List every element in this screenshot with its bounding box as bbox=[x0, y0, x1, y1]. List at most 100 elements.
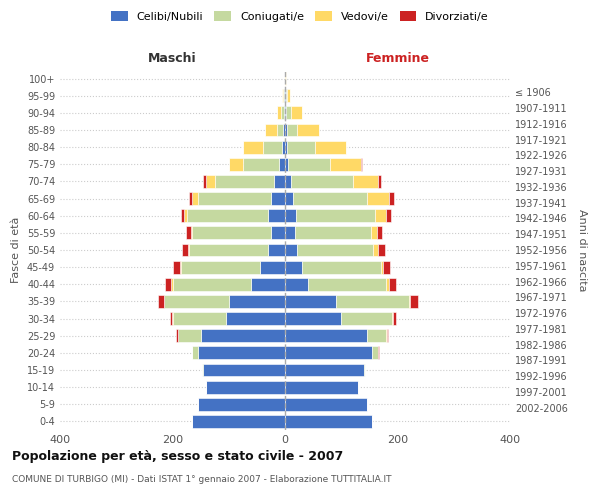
Bar bbox=[285, 278, 308, 290]
Bar bbox=[285, 398, 367, 410]
Bar bbox=[290, 175, 353, 188]
Bar bbox=[285, 260, 302, 274]
Bar bbox=[377, 226, 382, 239]
Bar bbox=[389, 278, 397, 290]
Bar bbox=[285, 380, 358, 394]
Bar bbox=[206, 380, 285, 394]
Bar bbox=[281, 106, 284, 120]
Bar bbox=[215, 175, 274, 188]
Bar bbox=[371, 226, 377, 239]
Legend: Celibi/Nubili, Coniugati/e, Vedovi/e, Divorziati/e: Celibi/Nubili, Coniugati/e, Vedovi/e, Di… bbox=[106, 6, 494, 28]
Bar bbox=[271, 226, 285, 239]
Bar bbox=[190, 244, 268, 256]
Bar bbox=[170, 312, 172, 325]
Bar bbox=[285, 364, 364, 376]
Bar bbox=[378, 175, 380, 188]
Bar bbox=[285, 330, 367, 342]
Bar bbox=[173, 278, 251, 290]
Bar bbox=[277, 124, 283, 136]
Bar bbox=[203, 364, 285, 376]
Bar bbox=[380, 260, 383, 274]
Bar bbox=[271, 192, 285, 205]
Bar bbox=[192, 415, 285, 428]
Text: Maschi: Maschi bbox=[148, 52, 197, 65]
Bar bbox=[389, 192, 394, 205]
Bar bbox=[364, 364, 365, 376]
Bar bbox=[361, 158, 362, 170]
Bar bbox=[285, 210, 296, 222]
Bar bbox=[173, 260, 180, 274]
Bar bbox=[285, 140, 287, 153]
Bar bbox=[164, 295, 229, 308]
Bar bbox=[295, 226, 371, 239]
Bar bbox=[296, 210, 375, 222]
Bar bbox=[387, 330, 388, 342]
Bar bbox=[263, 140, 282, 153]
Bar bbox=[192, 192, 198, 205]
Bar bbox=[393, 312, 396, 325]
Bar bbox=[277, 106, 281, 120]
Bar bbox=[285, 175, 290, 188]
Bar bbox=[287, 90, 290, 102]
Bar bbox=[178, 330, 200, 342]
Bar bbox=[226, 312, 285, 325]
Text: Femmine: Femmine bbox=[365, 52, 430, 65]
Bar bbox=[200, 330, 285, 342]
Bar bbox=[243, 140, 263, 153]
Bar bbox=[176, 330, 178, 342]
Bar bbox=[181, 210, 184, 222]
Bar bbox=[285, 295, 335, 308]
Bar bbox=[353, 175, 378, 188]
Bar bbox=[287, 124, 297, 136]
Bar bbox=[280, 158, 285, 170]
Bar bbox=[285, 106, 286, 120]
Bar bbox=[243, 158, 280, 170]
Bar bbox=[287, 140, 315, 153]
Bar bbox=[410, 295, 418, 308]
Bar bbox=[386, 210, 391, 222]
Bar bbox=[288, 158, 330, 170]
Bar bbox=[386, 278, 389, 290]
Bar bbox=[190, 192, 192, 205]
Bar bbox=[192, 346, 198, 360]
Bar bbox=[285, 226, 295, 239]
Bar bbox=[203, 175, 206, 188]
Bar bbox=[268, 210, 285, 222]
Bar bbox=[372, 346, 378, 360]
Bar bbox=[378, 244, 385, 256]
Bar bbox=[192, 226, 271, 239]
Bar bbox=[173, 312, 226, 325]
Bar bbox=[172, 278, 173, 290]
Bar bbox=[281, 90, 283, 102]
Bar bbox=[282, 140, 285, 153]
Bar bbox=[285, 244, 298, 256]
Bar bbox=[188, 244, 190, 256]
Bar bbox=[198, 192, 271, 205]
Bar bbox=[285, 346, 372, 360]
Text: Popolazione per età, sesso e stato civile - 2007: Popolazione per età, sesso e stato civil… bbox=[12, 450, 343, 463]
Bar bbox=[297, 124, 319, 136]
Bar bbox=[383, 260, 390, 274]
Bar bbox=[293, 192, 367, 205]
Bar bbox=[182, 244, 188, 256]
Bar bbox=[285, 192, 293, 205]
Bar bbox=[198, 346, 285, 360]
Bar bbox=[251, 278, 285, 290]
Bar bbox=[341, 312, 392, 325]
Bar bbox=[260, 260, 285, 274]
Bar bbox=[373, 244, 378, 256]
Bar bbox=[285, 312, 341, 325]
Bar bbox=[191, 226, 192, 239]
Bar bbox=[315, 140, 346, 153]
Bar bbox=[335, 295, 409, 308]
Bar bbox=[392, 312, 393, 325]
Bar bbox=[187, 210, 268, 222]
Bar bbox=[184, 210, 187, 222]
Bar bbox=[198, 398, 285, 410]
Bar bbox=[286, 90, 287, 102]
Bar bbox=[367, 330, 386, 342]
Bar bbox=[367, 192, 389, 205]
Bar bbox=[308, 278, 386, 290]
Bar bbox=[330, 158, 361, 170]
Bar bbox=[285, 124, 287, 136]
